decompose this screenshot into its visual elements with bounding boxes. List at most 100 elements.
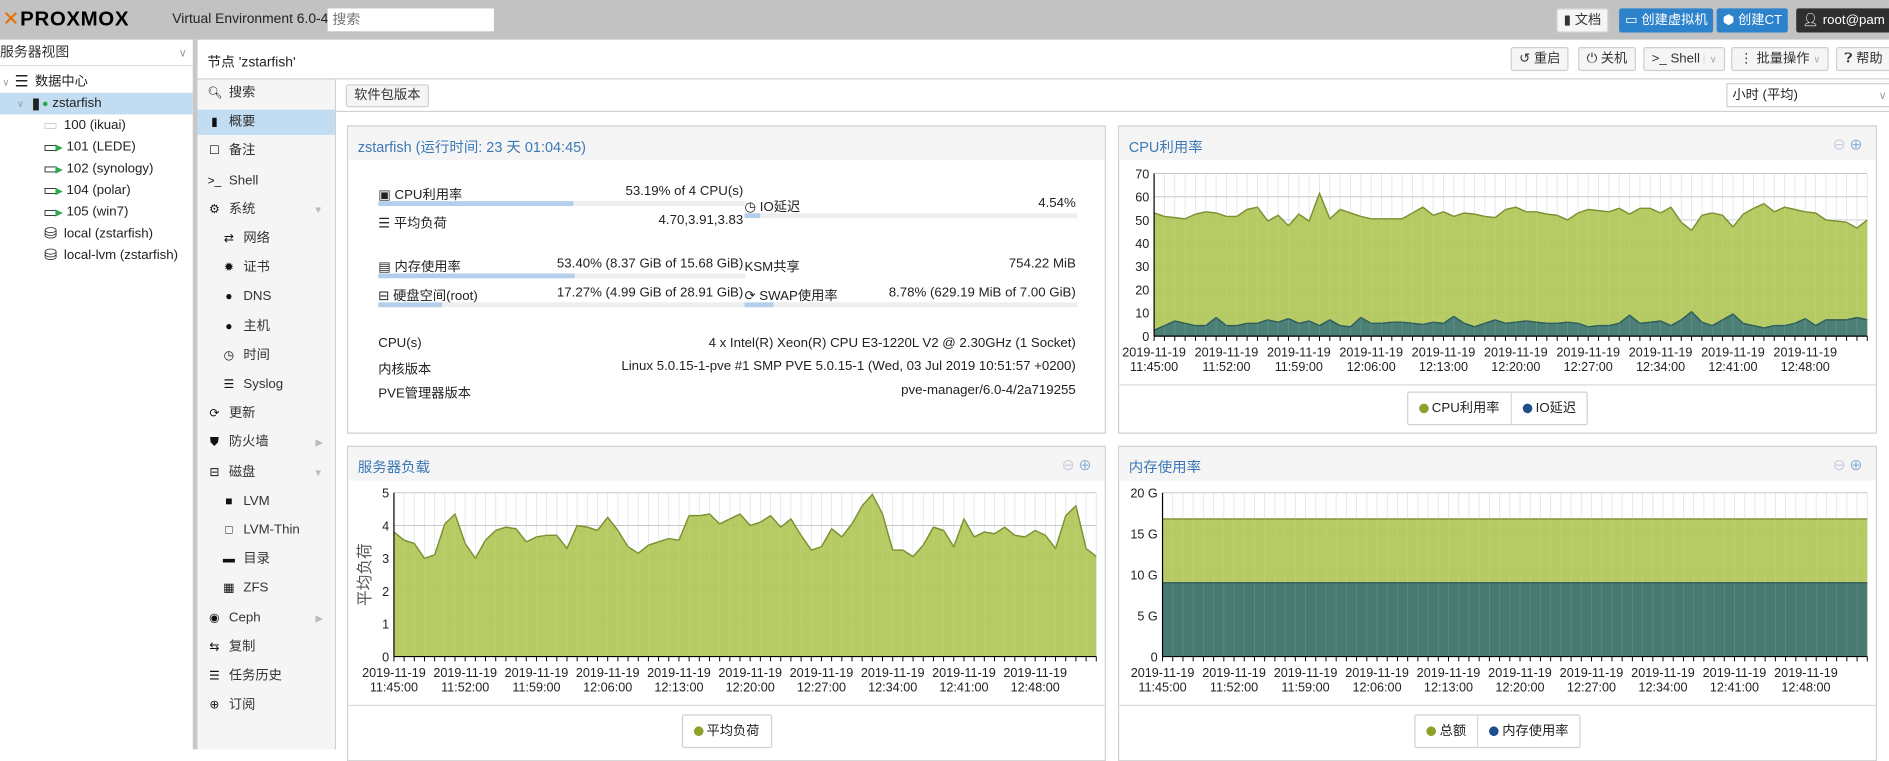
nav-item[interactable]: ■LVM — [198, 489, 335, 514]
nav-item[interactable]: ◉Ceph▶ — [198, 605, 335, 630]
bulk-actions-button[interactable]: ⋮ 批量操作 ∨ — [1731, 47, 1829, 71]
legend-item[interactable]: 平均负荷 — [682, 716, 770, 747]
nav-item[interactable]: ✹证书 — [198, 256, 335, 281]
user-menu-button[interactable]: 👤︎ root@pam ∨ — [1796, 8, 1889, 32]
nav-item[interactable]: ⊕订阅 — [198, 693, 335, 718]
tree-item[interactable]: ⛁ local-lvm (zstarfish) — [0, 245, 193, 267]
proxmox-logo: ✕PROXMOX — [2, 7, 129, 31]
tree-item[interactable]: ▭▶ 101 (LEDE) — [0, 136, 193, 158]
panel-title: zstarfish (运行时间: 23 天 01:04:45) — [358, 136, 586, 156]
zoom-reset-icon[interactable]: ⊖ — [1833, 135, 1850, 153]
nav-item[interactable]: ●DNS — [198, 285, 335, 310]
x-tick-label-time: 11:52:00 — [1210, 680, 1258, 694]
x-tick-label-date: 2019-11-19 — [576, 666, 640, 680]
x-tick-label-time: 12:48:00 — [1781, 680, 1830, 694]
legend-item[interactable]: IO延迟 — [1512, 393, 1587, 424]
user-icon: 👤︎ — [1802, 13, 1819, 27]
nav-item[interactable]: □LVM-Thin — [198, 518, 335, 543]
tree-item[interactable]: ▭▶ 105 (win7) — [0, 201, 193, 223]
caret-down-icon[interactable]: ▼ — [313, 197, 323, 222]
panel-header: 服务器负载⊖⊕ — [348, 447, 1105, 481]
clock-icon: ◷ — [222, 343, 236, 368]
tree-item[interactable]: ∨▮● zstarfish — [0, 93, 193, 115]
x-tick-label-date: 2019-11-19 — [1629, 346, 1693, 360]
chevron-down-icon[interactable]: ∨ — [2, 77, 9, 88]
shutdown-button[interactable]: ⏻ 关机 — [1578, 47, 1636, 71]
y-tick-label: 15 G — [1130, 528, 1157, 542]
divider — [1119, 384, 1876, 385]
nav-item[interactable]: ●主机 — [198, 314, 335, 339]
chevron-down-icon[interactable]: ∨ — [17, 99, 24, 110]
panel-header: 内存使用率⊖⊕ — [1119, 447, 1876, 481]
summary-content: 软件包版本 小时 (平均)∨ zstarfish (运行时间: 23 天 01:… — [336, 80, 1889, 750]
exchange-icon: ⇄ — [222, 226, 236, 251]
x-tick-label-time: 12:27:00 — [1567, 680, 1616, 694]
legend-item[interactable]: 总额 — [1416, 716, 1479, 747]
tasks-icon: ☰ — [378, 217, 390, 231]
legend-marker-icon — [693, 726, 703, 736]
square-outline-icon: □ — [222, 518, 236, 543]
nav-item[interactable]: ⛊防火墙▶ — [198, 431, 335, 456]
storage-icon: ⛁ — [41, 223, 60, 245]
package-versions-button[interactable]: 软件包版本 — [346, 84, 429, 107]
nav-item[interactable]: ◷时间 — [198, 343, 335, 368]
caret-right-icon[interactable]: ▶ — [315, 605, 322, 630]
cpu-usage-bar — [378, 201, 745, 206]
docs-button[interactable]: ▮ 文档 — [1556, 8, 1608, 32]
pve-version-label: PVE管理器版本 — [378, 383, 471, 402]
caret-right-icon[interactable]: ▶ — [315, 431, 322, 456]
nav-item[interactable]: ⚙系统▼ — [198, 197, 335, 222]
x-tick-label-date: 2019-11-19 — [1488, 666, 1552, 680]
page-title: 节点 'zstarfish' — [207, 52, 295, 71]
y-tick-label: 3 — [382, 552, 389, 566]
x-tick-label-time: 12:06:00 — [1352, 680, 1401, 694]
question-circle-icon: ❓︎ — [1844, 52, 1852, 66]
nav-item[interactable]: ▦ZFS — [198, 576, 335, 601]
x-tick-label-date: 2019-11-19 — [718, 666, 782, 680]
tree-item[interactable]: ⛁ local (zstarfish) — [0, 223, 193, 245]
zoom-icon[interactable]: ⊕ — [1849, 135, 1866, 153]
y-tick-label: 50 — [1135, 214, 1149, 228]
x-tick-label-time: 12:13:00 — [654, 680, 703, 694]
x-tick-label-date: 2019-11-19 — [1560, 666, 1624, 680]
content-toolbar: 软件包版本 小时 (平均)∨ — [336, 80, 1889, 113]
timeframe-select[interactable]: 小时 (平均)∨ — [1726, 83, 1889, 107]
tree-item[interactable]: ▭▶ 104 (polar) — [0, 180, 193, 202]
tree-item[interactable]: ▭▶ 102 (synology) — [0, 158, 193, 180]
status-panel: zstarfish (运行时间: 23 天 01:04:45) ▣ CPU利用率… — [347, 125, 1106, 433]
shell-button[interactable]: >_ Shell ∨ — [1643, 47, 1725, 71]
help-button[interactable]: ❓︎ 帮助 — [1836, 47, 1889, 71]
x-tick-label-date: 2019-11-19 — [1131, 666, 1195, 680]
zoom-icon[interactable]: ⊕ — [1078, 455, 1095, 473]
y-tick-label: 2 — [382, 585, 389, 599]
x-tick-label-date: 2019-11-19 — [1703, 666, 1767, 680]
search-input[interactable] — [328, 8, 494, 31]
nav-item[interactable]: ⟳更新 — [198, 401, 335, 426]
nav-item[interactable]: ☐备注 — [198, 139, 335, 164]
nav-item[interactable]: ▮概要 — [198, 110, 335, 135]
zoom-icon[interactable]: ⊕ — [1849, 455, 1866, 473]
create-ct-button[interactable]: ⬢ 创建CT — [1717, 8, 1788, 32]
reboot-button[interactable]: ↺ 重启 — [1511, 47, 1569, 71]
zoom-reset-icon[interactable]: ⊖ — [1833, 455, 1850, 473]
tree-item[interactable]: ▭ 100 (ikuai) — [0, 114, 193, 136]
swap-usage-bar — [745, 302, 1077, 307]
nav-item[interactable]: ⇆复制 — [198, 635, 335, 660]
nav-item[interactable]: ☰任务历史 — [198, 664, 335, 689]
view-selector[interactable]: 服务器视图∨ — [0, 41, 193, 66]
chevron-down-icon[interactable]: ∨ — [1704, 54, 1717, 65]
nav-item[interactable]: >_Shell — [198, 168, 335, 193]
create-vm-button[interactable]: ▭ 创建虚拟机 — [1619, 8, 1714, 32]
nav-item[interactable]: ⊟磁盘▼ — [198, 460, 335, 485]
nav-item[interactable]: ⇄网络 — [198, 226, 335, 251]
nav-item[interactable]: 🔍︎搜索 — [198, 81, 335, 106]
tree-item[interactable]: ∨☰ 数据中心 — [0, 71, 193, 93]
nav-item[interactable]: ▬目录 — [198, 547, 335, 572]
zoom-reset-icon[interactable]: ⊖ — [1062, 455, 1079, 473]
legend-item[interactable]: CPU利用率 — [1408, 393, 1512, 424]
legend-item[interactable]: 内存使用率 — [1478, 716, 1579, 747]
x-tick-label-time: 12:06:00 — [1347, 360, 1396, 374]
nav-item[interactable]: ☰Syslog — [198, 372, 335, 397]
caret-down-icon[interactable]: ▼ — [313, 460, 323, 485]
